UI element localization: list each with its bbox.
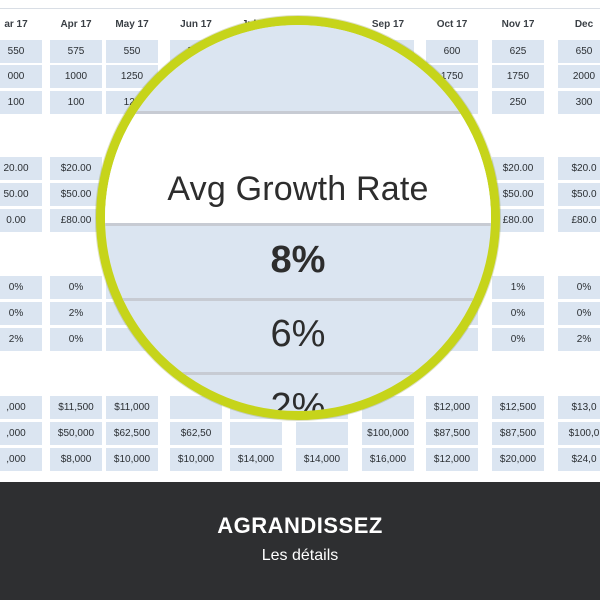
avg-growth-rate-label: Avg Growth Rate: [167, 170, 429, 208]
sheet-cell: ,000: [0, 448, 42, 471]
lens-divider: [105, 298, 491, 301]
sheet-cell: 300: [558, 91, 600, 114]
sheet-cell: 50.00: [0, 183, 42, 206]
sheet-cell: 1750: [492, 65, 544, 88]
sheet-cell: 650: [558, 40, 600, 63]
sheet-cell: 2%: [558, 328, 600, 351]
sheet-cell: [170, 396, 222, 419]
month-header: Jun 17: [168, 19, 224, 30]
sheet-cell: $50.00: [50, 183, 102, 206]
sheet-cell: 0%: [492, 328, 544, 351]
sheet-cell: 0%: [492, 302, 544, 325]
sheet-cell: [230, 422, 282, 445]
sheet-cell: 20.00: [0, 157, 42, 180]
sheet-cell: $50,000: [50, 422, 102, 445]
growth-rate-value-1: 8%: [270, 239, 326, 281]
sheet-cell: $20.00: [50, 157, 102, 180]
month-header: Dec: [574, 19, 594, 30]
sheet-cell: $20.00: [492, 157, 544, 180]
sheet-cell: $50.0: [558, 183, 600, 206]
sheet-cell: $14,000: [296, 448, 348, 471]
sheet-cell: $12,500: [492, 396, 544, 419]
sheet-cell: $13,0: [558, 396, 600, 419]
sheet-cell: 1%: [492, 276, 544, 299]
lens-divider: [105, 372, 491, 375]
sheet-cell: $87,500: [426, 422, 478, 445]
sheet-cell: 625: [492, 40, 544, 63]
growth-rate-value-2: 6%: [270, 313, 326, 355]
sheet-cell: 100: [0, 91, 42, 114]
sheet-cell: $87,500: [492, 422, 544, 445]
month-header: Oct 17: [424, 19, 480, 30]
sheet-cell: 000: [0, 65, 42, 88]
sheet-cell: $20.0: [558, 157, 600, 180]
sheet-cell: $8,000: [50, 448, 102, 471]
sheet-cell: 0%: [0, 276, 42, 299]
banner-subtitle: Les détails: [261, 547, 339, 564]
sheet-cell: 2%: [50, 302, 102, 325]
sheet-cell: 0%: [558, 276, 600, 299]
magnifier-lens: Avg Growth Rate 8% 6% 2%: [96, 16, 500, 420]
month-header: ar 17: [4, 19, 28, 30]
sheet-cell: $50.00: [492, 183, 544, 206]
lens-divider: [105, 223, 491, 226]
sheet-cell: [296, 422, 348, 445]
month-header: May 17: [104, 19, 160, 30]
sheet-cell: £80.0: [558, 209, 600, 232]
month-header: Sep 17: [360, 19, 416, 30]
banner-title: AGRANDISSEZ: [217, 513, 383, 538]
caption-banner: AGRANDISSEZ Les détails: [0, 482, 600, 600]
sheet-cell: 2%: [0, 328, 42, 351]
sheet-cell: 1000: [50, 65, 102, 88]
sheet-cell: $12,000: [426, 396, 478, 419]
sheet-cell: 250: [492, 91, 544, 114]
sheet-cell: £80.00: [50, 209, 102, 232]
sheet-cell: 0%: [50, 276, 102, 299]
sheet-cell: $10,000: [106, 448, 158, 471]
month-header: Apr 17: [60, 19, 92, 30]
sheet-cell: $16,000: [362, 448, 414, 471]
sheet-cell: $11,500: [50, 396, 102, 419]
sheet-cell: 0.00: [0, 209, 42, 232]
lens-divider: [105, 111, 491, 114]
sheet-cell: 100: [50, 91, 102, 114]
growth-rate-value-3: 2%: [270, 386, 326, 420]
sheet-cell: $100,000: [362, 422, 414, 445]
sheet-cell: $11,000: [106, 396, 158, 419]
sheet-cell: 0%: [558, 302, 600, 325]
sheet-cell: 0%: [0, 302, 42, 325]
sheet-cell: $14,000: [230, 448, 282, 471]
sheet-cell: ,000: [0, 422, 42, 445]
sheet-cell: ,000: [0, 396, 42, 419]
sheet-cell: £80.00: [492, 209, 544, 232]
month-header: Nov 17: [501, 19, 535, 30]
sheet-cell: $10,000: [170, 448, 222, 471]
sheet-cell: $12,000: [426, 448, 478, 471]
sheet-cell: 550: [0, 40, 42, 63]
sheet-cell: $24,0: [558, 448, 600, 471]
sheet-cell: 575: [50, 40, 102, 63]
sheet-cell: $62,500: [106, 422, 158, 445]
sheet-cell: $100,0: [558, 422, 600, 445]
sheet-cell: 0%: [50, 328, 102, 351]
sheet-cell: $20,000: [492, 448, 544, 471]
lens-header-band: [105, 114, 491, 224]
sheet-cell: 2000: [558, 65, 600, 88]
sheet-cell: $62,50: [170, 422, 222, 445]
